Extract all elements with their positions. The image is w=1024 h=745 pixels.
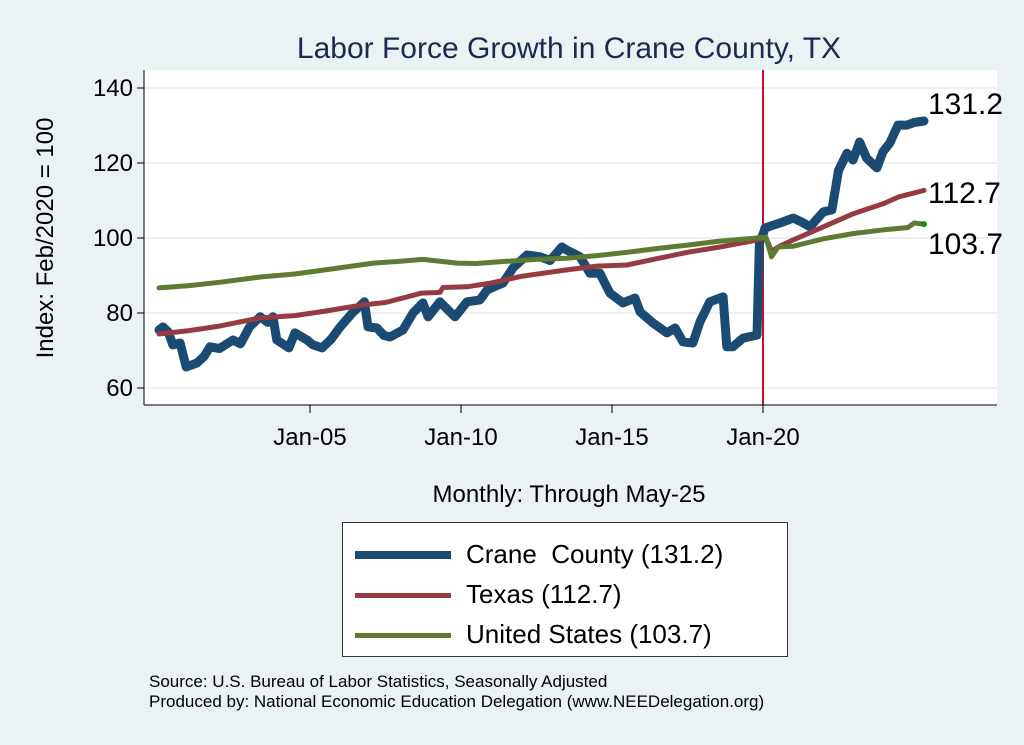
x-tick-label-Jan-10: Jan-10: [424, 424, 497, 451]
legend-label-texas: Texas (112.7): [466, 579, 622, 609]
produced-by-note: Produced by: National Economic Education…: [149, 692, 765, 711]
y-tick-label-120: 120: [93, 150, 133, 177]
legend-swatch-texas: [355, 593, 451, 598]
legend-item-crane: Crane County (131.2): [343, 535, 787, 575]
legend-label-crane: Crane County (131.2): [466, 539, 724, 569]
series-group: [154, 116, 929, 372]
end-labels: 131.2 112.7 103.7: [928, 88, 1003, 261]
end-label-texas: 112.7: [928, 177, 1001, 210]
series-end-marker-texas: [921, 188, 926, 193]
x-tick-label-Jan-20: Jan-20: [726, 424, 799, 451]
y-tick-label-100: 100: [93, 225, 133, 252]
end-label-us: 103.7: [928, 228, 1003, 261]
end-label-crane: 131.2: [928, 88, 1003, 121]
x-axis-title: Monthly: Through May-25: [432, 481, 705, 508]
series-line-texas: [156, 187, 927, 337]
series-end-marker-us: [920, 221, 927, 228]
legend-item-us: United States (103.7): [343, 615, 787, 655]
y-axis-title: Index: Feb/2020 = 100: [32, 118, 59, 359]
series-end-marker-crane: [921, 119, 926, 123]
footer: Source: U.S. Bureau of Labor Statistics,…: [149, 672, 764, 712]
x-tick-label-Jan-05: Jan-05: [273, 424, 346, 451]
legend-swatch-us: [355, 633, 451, 638]
x-axis-ticks: Jan-05 Jan-10 Jan-15 Jan-20: [273, 405, 800, 451]
y-tick-label-140: 140: [93, 75, 133, 102]
x-tick-label-Jan-15: Jan-15: [575, 424, 648, 451]
legend-label-us: United States (103.7): [466, 619, 712, 649]
y-tick-label-60: 60: [106, 375, 133, 402]
y-tick-label-80: 80: [106, 300, 133, 327]
series-line-us: [156, 220, 927, 291]
chart-title: Labor Force Growth in Crane County, TX: [297, 32, 841, 65]
legend: Crane County (131.2) Texas (112.7) Unite…: [342, 522, 788, 657]
legend-swatch-crane: [355, 551, 451, 559]
y-axis-ticks: 60 80 100 120 140: [93, 75, 144, 402]
source-note: Source: U.S. Bureau of Labor Statistics,…: [149, 672, 608, 691]
legend-item-texas: Texas (112.7): [343, 575, 787, 615]
